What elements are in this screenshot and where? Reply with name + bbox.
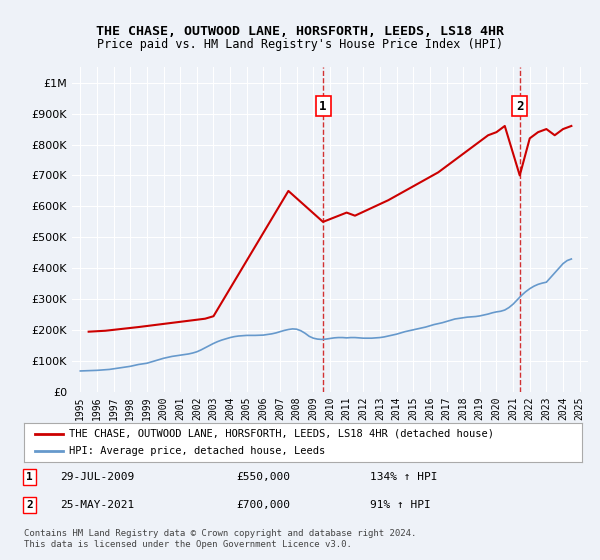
Text: 29-JUL-2009: 29-JUL-2009 [60,472,134,482]
Text: 1: 1 [26,472,33,482]
Text: £700,000: £700,000 [236,500,290,510]
Text: THE CHASE, OUTWOOD LANE, HORSFORTH, LEEDS, LS18 4HR: THE CHASE, OUTWOOD LANE, HORSFORTH, LEED… [96,25,504,38]
Text: 91% ↑ HPI: 91% ↑ HPI [370,500,431,510]
Text: Price paid vs. HM Land Registry's House Price Index (HPI): Price paid vs. HM Land Registry's House … [97,38,503,50]
Text: 2: 2 [26,500,33,510]
Text: Contains HM Land Registry data © Crown copyright and database right 2024.
This d: Contains HM Land Registry data © Crown c… [24,529,416,549]
Text: £550,000: £550,000 [236,472,290,482]
Text: 25-MAY-2021: 25-MAY-2021 [60,500,134,510]
Text: 2: 2 [516,100,524,113]
Text: 134% ↑ HPI: 134% ↑ HPI [370,472,437,482]
Text: 1: 1 [319,100,327,113]
Text: HPI: Average price, detached house, Leeds: HPI: Average price, detached house, Leed… [68,446,325,456]
Text: THE CHASE, OUTWOOD LANE, HORSFORTH, LEEDS, LS18 4HR (detached house): THE CHASE, OUTWOOD LANE, HORSFORTH, LEED… [68,429,494,439]
